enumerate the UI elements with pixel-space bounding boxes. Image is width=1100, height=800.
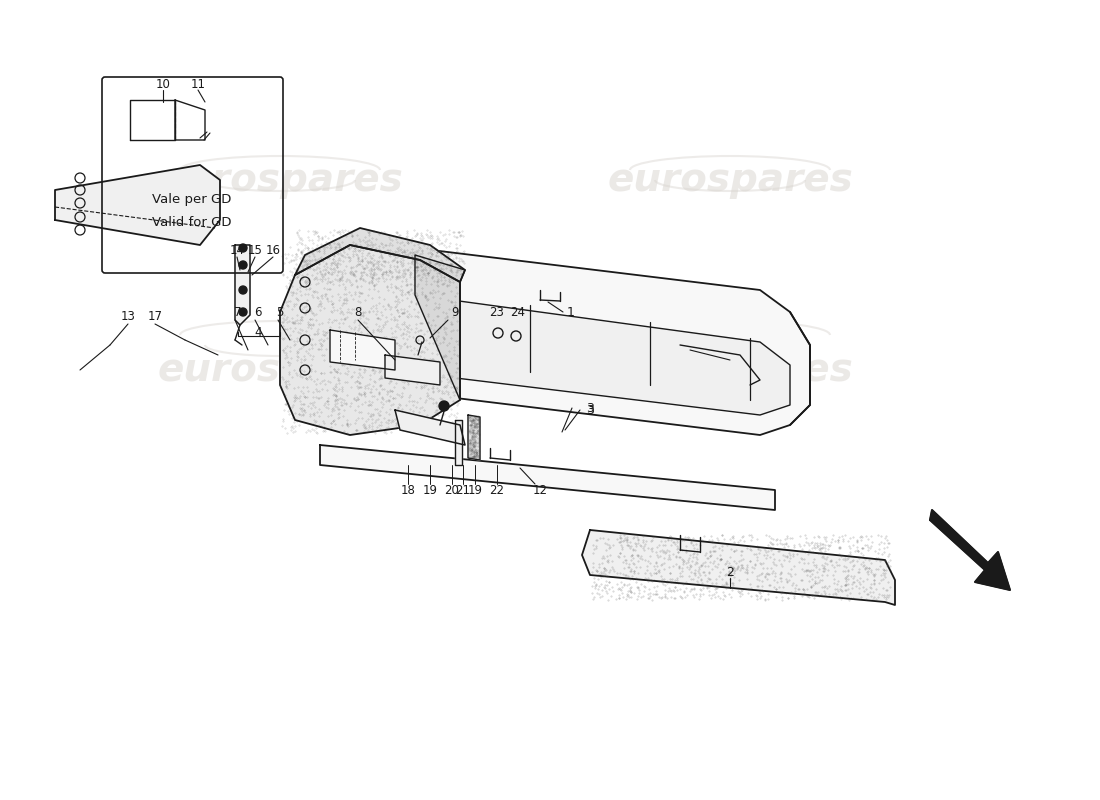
Polygon shape — [415, 255, 465, 400]
Polygon shape — [280, 245, 460, 435]
Polygon shape — [330, 330, 395, 370]
Text: 3: 3 — [586, 403, 594, 417]
Text: 21: 21 — [455, 483, 471, 497]
Text: 16: 16 — [265, 243, 280, 257]
Polygon shape — [320, 445, 776, 510]
Circle shape — [239, 244, 248, 252]
Text: 8: 8 — [354, 306, 362, 319]
Text: 2: 2 — [726, 566, 734, 578]
Text: 11: 11 — [190, 78, 206, 91]
Text: 4: 4 — [254, 326, 262, 338]
Polygon shape — [930, 510, 1010, 590]
Circle shape — [239, 261, 248, 269]
Text: 24: 24 — [510, 306, 526, 318]
Text: 7: 7 — [234, 306, 242, 319]
Circle shape — [239, 286, 248, 294]
Text: eurospares: eurospares — [157, 161, 403, 199]
Polygon shape — [385, 245, 810, 435]
Text: 10: 10 — [155, 78, 170, 91]
Text: 17: 17 — [147, 310, 163, 323]
Text: eurospares: eurospares — [607, 351, 852, 389]
Polygon shape — [385, 355, 440, 385]
Text: eurospares: eurospares — [607, 161, 852, 199]
Circle shape — [439, 401, 449, 411]
Text: 19: 19 — [468, 483, 483, 497]
Text: 20: 20 — [444, 483, 460, 497]
Text: 22: 22 — [490, 483, 505, 497]
Text: 5: 5 — [276, 306, 284, 319]
Circle shape — [239, 308, 248, 316]
Text: Valid for GD: Valid for GD — [152, 215, 232, 229]
Text: 23: 23 — [490, 306, 505, 318]
Text: 12: 12 — [532, 483, 548, 497]
Text: 3: 3 — [586, 402, 594, 414]
Polygon shape — [235, 245, 250, 325]
Polygon shape — [55, 165, 220, 245]
Polygon shape — [468, 415, 480, 460]
Text: 9: 9 — [451, 306, 459, 319]
Polygon shape — [390, 295, 790, 415]
Text: 6: 6 — [254, 306, 262, 319]
Text: 14: 14 — [230, 243, 244, 257]
Polygon shape — [395, 410, 465, 445]
Polygon shape — [295, 228, 465, 282]
Text: 13: 13 — [121, 310, 135, 323]
Text: 15: 15 — [248, 243, 263, 257]
Polygon shape — [582, 530, 895, 605]
Text: Vale per GD: Vale per GD — [152, 194, 232, 206]
Text: 19: 19 — [422, 483, 438, 497]
Text: 18: 18 — [400, 483, 416, 497]
Polygon shape — [455, 420, 462, 465]
Text: eurospares: eurospares — [157, 351, 403, 389]
Text: 1: 1 — [568, 306, 575, 318]
